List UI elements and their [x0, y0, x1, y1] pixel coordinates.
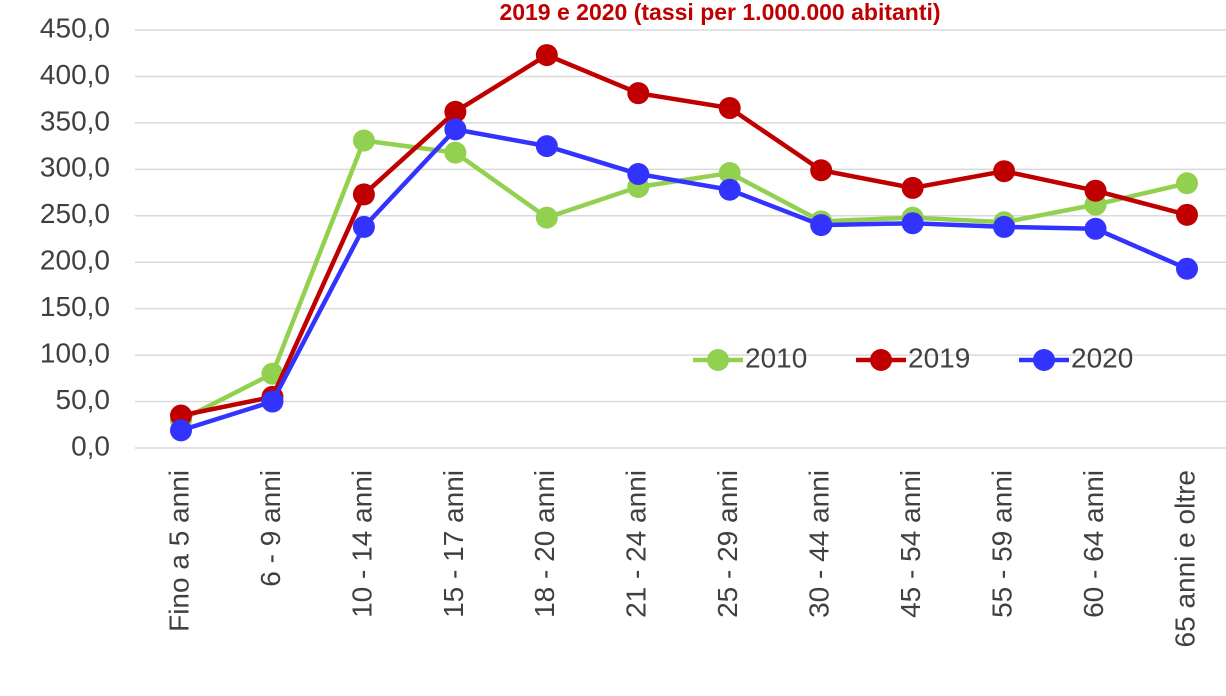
x-tick-label: 18 - 20 anni — [529, 470, 560, 618]
y-tick-label: 250,0 — [40, 198, 110, 229]
marker — [901, 176, 924, 199]
marker — [810, 214, 833, 237]
legend-label: 2020 — [1071, 342, 1133, 373]
marker — [627, 162, 650, 185]
x-tick-label: 15 - 17 anni — [438, 470, 469, 618]
marker — [261, 390, 284, 413]
marker — [718, 162, 741, 185]
x-tick-label: 6 - 9 anni — [255, 470, 286, 587]
marker — [444, 118, 467, 141]
legend-marker — [1033, 349, 1055, 371]
marker — [1176, 257, 1198, 280]
marker — [1084, 217, 1107, 240]
chart-title: 2019 e 2020 (tassi per 1.000.000 abitant… — [499, 0, 940, 25]
y-tick-label: 50,0 — [56, 384, 111, 415]
marker — [810, 159, 833, 182]
marker — [261, 362, 284, 385]
x-tick-label: 25 - 29 anni — [712, 470, 743, 618]
marker — [444, 141, 467, 164]
x-tick-label: 65 anni e oltre — [1169, 470, 1200, 647]
marker — [535, 44, 558, 67]
marker — [718, 178, 741, 201]
marker — [993, 160, 1016, 183]
marker — [627, 82, 650, 105]
x-tick-label: 30 - 44 anni — [804, 470, 835, 618]
marker — [1084, 179, 1107, 202]
legend-label: 2019 — [908, 342, 970, 373]
y-tick-label: 300,0 — [40, 152, 110, 183]
marker — [352, 129, 375, 152]
y-tick-label: 200,0 — [40, 245, 110, 276]
x-tick-label: 55 - 59 anni — [986, 470, 1017, 618]
y-tick-label: 450,0 — [40, 12, 110, 43]
x-tick-label: 10 - 14 anni — [346, 470, 377, 618]
marker — [1176, 172, 1198, 195]
marker — [170, 419, 192, 442]
marker — [901, 212, 924, 235]
series-line — [180, 126, 1188, 433]
x-tick-label: 60 - 64 anni — [1078, 470, 1109, 618]
marker — [352, 215, 375, 238]
y-tick-label: 150,0 — [40, 291, 110, 322]
legend-marker — [870, 349, 892, 371]
x-tick-label: 21 - 24 anni — [621, 470, 652, 618]
x-tick-label: 45 - 54 anni — [895, 470, 926, 618]
y-tick-label: 0,0 — [71, 430, 110, 461]
marker — [535, 206, 558, 229]
marker — [1176, 203, 1198, 226]
marker — [535, 135, 558, 158]
x-tick-label: Fino a 5 anni — [163, 470, 194, 632]
marker — [444, 100, 467, 123]
marker — [993, 215, 1016, 238]
y-tick-label: 350,0 — [40, 105, 110, 136]
marker — [352, 183, 375, 206]
series-line — [180, 52, 1188, 418]
legend-label: 2010 — [745, 342, 807, 373]
legend-marker — [707, 349, 729, 371]
marker — [718, 97, 741, 120]
y-tick-label: 100,0 — [40, 338, 110, 369]
y-tick-label: 400,0 — [40, 59, 110, 90]
